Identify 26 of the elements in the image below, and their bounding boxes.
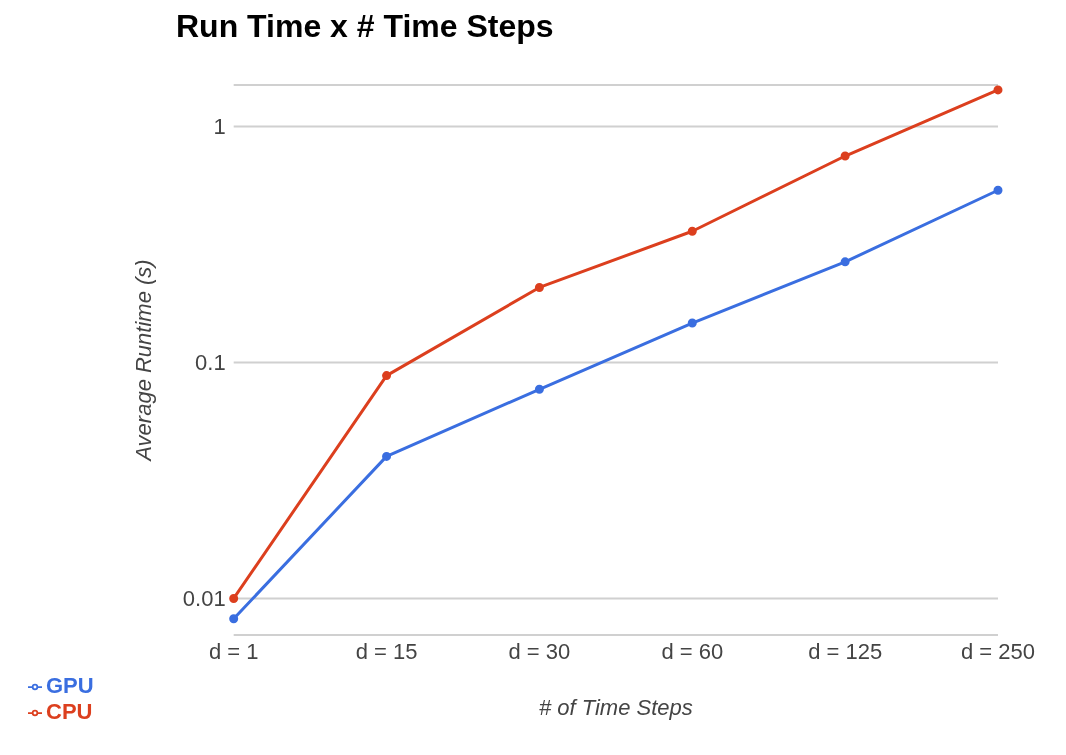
legend-label: GPU [46,673,94,698]
point [840,151,850,161]
point [382,451,392,461]
x-axis-title: # of Time Steps [538,695,693,720]
y-axis-title: Average Runtime (s) [131,259,157,463]
point [534,282,544,292]
point [382,371,392,381]
x-tick-label: d = 125 [808,638,883,664]
y-tick-label: 0.1 [195,350,226,376]
chart-title: Run Time x # Time Steps [176,8,555,45]
y-tick-label: 0.01 [182,586,226,612]
point [993,185,1003,195]
legend-label: CPU [46,699,93,724]
point [840,257,850,267]
point [687,226,697,236]
point [534,384,544,394]
point [229,614,239,624]
x-tick-label: d = 1 [208,638,259,664]
x-tick-label: d = 250 [960,638,1036,664]
y-tick-label: 1 [213,114,226,140]
point [993,85,1003,95]
point [687,318,697,328]
x-tick-label: d = 60 [661,638,724,664]
point [229,593,239,603]
x-tick-label: d = 30 [508,638,571,664]
x-tick-label: d = 15 [355,638,418,664]
